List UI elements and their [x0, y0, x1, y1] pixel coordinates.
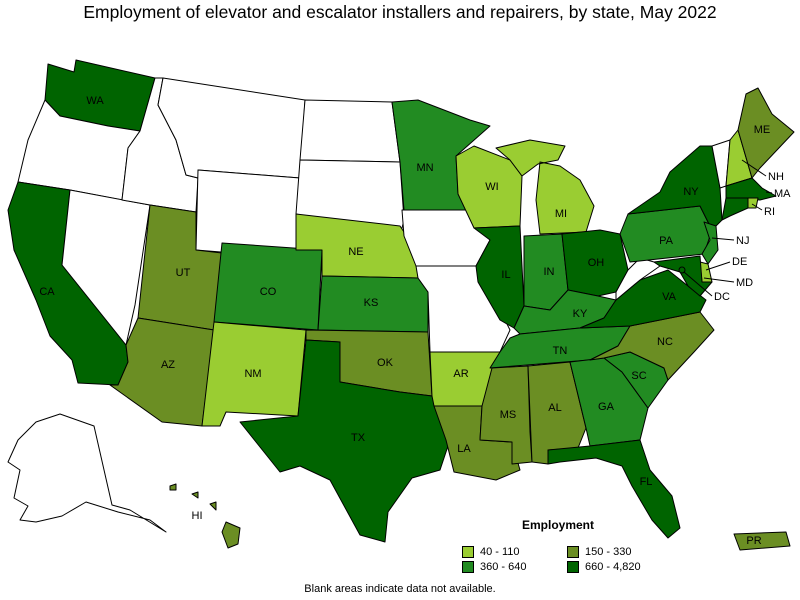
state-labels: WA CA UT AZ CO NM NE KS OK TX MN AR LA W… — [39, 95, 770, 547]
label-tn: TN — [553, 345, 568, 357]
state-mi[interactable] — [495, 139, 595, 235]
label-pr: PR — [746, 535, 761, 547]
label-pa: PA — [659, 235, 674, 247]
state-me[interactable] — [737, 87, 795, 179]
label-al: AL — [548, 402, 561, 414]
label-nm: NM — [244, 368, 261, 380]
label-ny: NY — [683, 186, 699, 198]
label-ca: CA — [39, 286, 55, 298]
label-nc: NC — [657, 336, 673, 348]
legend-item-2: 150 - 330 — [567, 546, 631, 558]
legend-label-2: 150 - 330 — [585, 546, 632, 558]
label-hi: HI — [192, 510, 203, 522]
label-ks: KS — [364, 297, 379, 309]
label-ma: MA — [774, 188, 791, 200]
state-ct[interactable] — [721, 197, 749, 221]
label-me: ME — [754, 124, 771, 136]
label-ri: RI — [764, 206, 775, 218]
map-title: Employment of elevator and escalator ins… — [83, 2, 717, 22]
label-md: MD — [736, 277, 753, 289]
label-dc: DC — [714, 291, 730, 303]
state-dc[interactable] — [678, 266, 686, 274]
label-sc: SC — [631, 370, 646, 382]
legend-item-1: 40 - 110 — [462, 546, 520, 558]
label-tx: TX — [351, 432, 366, 444]
label-la: LA — [457, 443, 471, 455]
label-fl: FL — [640, 476, 653, 488]
label-ut: UT — [176, 267, 191, 279]
label-ga: GA — [598, 401, 615, 413]
state-hi[interactable] — [169, 483, 241, 549]
label-mi: MI — [555, 208, 567, 220]
state-nd[interactable] — [299, 99, 401, 163]
legend-item-3: 360 - 640 — [462, 561, 526, 573]
label-de: DE — [732, 256, 747, 268]
label-nh: NH — [768, 171, 784, 183]
label-wa: WA — [86, 95, 104, 107]
state-ks[interactable] — [317, 275, 429, 333]
label-az: AZ — [161, 359, 175, 371]
label-co: CO — [260, 286, 277, 298]
footnote: Blank areas indicate data not available. — [304, 583, 496, 595]
label-ne: NE — [348, 246, 363, 258]
small-state-labels: NH MA RI NJ DE MD DC — [714, 171, 791, 303]
legend-title: Employment — [522, 518, 595, 532]
state-wi[interactable] — [455, 145, 523, 229]
legend-swatch-4 — [567, 561, 579, 573]
label-in: IN — [544, 266, 555, 278]
legend-swatch-1 — [462, 546, 474, 558]
state-pr[interactable] — [733, 531, 791, 551]
legend-swatch-3 — [462, 561, 474, 573]
label-il: IL — [501, 269, 510, 281]
legend-label-4: 660 - 4,820 — [585, 561, 641, 573]
state-fl[interactable] — [547, 439, 681, 539]
label-mn: MN — [416, 162, 433, 174]
state-ak[interactable] — [7, 413, 167, 533]
label-ky: KY — [573, 308, 588, 320]
label-va: VA — [662, 291, 677, 303]
small-state-callouts — [683, 159, 773, 297]
label-oh: OH — [588, 257, 605, 269]
legend: Employment 40 - 110 150 - 330 360 - 640 … — [462, 518, 662, 578]
label-wi: WI — [485, 181, 498, 193]
label-nj: NJ — [736, 235, 749, 247]
label-ok: OK — [377, 357, 394, 369]
legend-swatch-2 — [567, 546, 579, 558]
label-ar: AR — [453, 368, 468, 380]
legend-item-4: 660 - 4,820 — [567, 561, 641, 573]
state-il[interactable] — [473, 225, 525, 329]
legend-label-3: 360 - 640 — [480, 561, 527, 573]
state-md[interactable] — [653, 255, 713, 297]
state-tx[interactable] — [239, 339, 451, 543]
label-ms: MS — [500, 409, 517, 421]
legend-label-1: 40 - 110 — [480, 546, 520, 558]
